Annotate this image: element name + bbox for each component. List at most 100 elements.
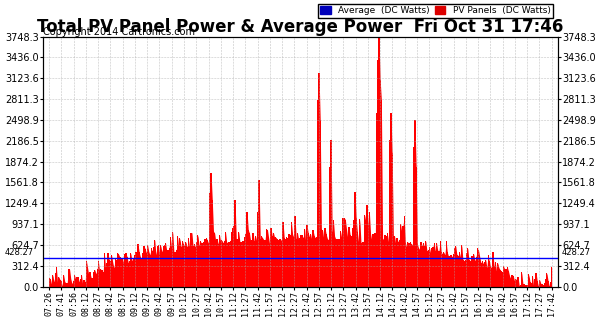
Bar: [221, 240, 223, 287]
Bar: [197, 235, 199, 287]
Bar: [185, 242, 187, 287]
Bar: [526, 285, 527, 287]
Bar: [410, 242, 411, 287]
Bar: [159, 254, 160, 287]
Bar: [259, 180, 260, 287]
Bar: [124, 254, 125, 287]
Bar: [248, 230, 249, 287]
Bar: [244, 236, 245, 287]
Bar: [365, 221, 367, 287]
Bar: [452, 257, 453, 287]
Bar: [398, 242, 399, 287]
Bar: [470, 261, 471, 287]
Bar: [161, 252, 163, 287]
Bar: [488, 255, 489, 287]
Bar: [269, 246, 271, 287]
Bar: [97, 269, 98, 287]
Bar: [409, 243, 410, 287]
Bar: [459, 252, 460, 287]
Bar: [550, 283, 551, 287]
Bar: [319, 73, 320, 287]
Bar: [253, 233, 254, 287]
Bar: [542, 285, 544, 287]
Bar: [214, 233, 215, 287]
Bar: [184, 246, 185, 287]
Bar: [535, 273, 536, 287]
Bar: [425, 241, 427, 287]
Bar: [344, 218, 345, 287]
Bar: [293, 237, 295, 287]
Bar: [551, 267, 552, 287]
Bar: [510, 279, 511, 287]
Bar: [113, 268, 115, 287]
Bar: [193, 246, 194, 287]
Bar: [357, 232, 358, 287]
Bar: [118, 254, 119, 287]
Bar: [128, 263, 129, 287]
Bar: [504, 270, 505, 287]
Bar: [196, 242, 197, 287]
Bar: [447, 252, 448, 287]
Bar: [315, 238, 316, 287]
Text: 428.27: 428.27: [562, 248, 591, 257]
Bar: [544, 283, 545, 287]
Bar: [203, 243, 205, 287]
Bar: [262, 238, 263, 287]
Bar: [547, 281, 548, 287]
Bar: [304, 229, 305, 287]
Bar: [155, 255, 157, 287]
Bar: [382, 238, 383, 287]
Bar: [362, 242, 363, 287]
Bar: [389, 140, 391, 287]
Bar: [457, 255, 458, 287]
Bar: [392, 153, 393, 287]
Bar: [407, 242, 409, 287]
Bar: [171, 247, 172, 287]
Bar: [352, 228, 353, 287]
Bar: [527, 285, 528, 287]
Bar: [463, 260, 464, 287]
Bar: [340, 231, 341, 287]
Bar: [327, 238, 328, 287]
Bar: [299, 238, 301, 287]
Bar: [49, 278, 50, 287]
Bar: [74, 275, 75, 287]
Bar: [368, 225, 369, 287]
Bar: [173, 252, 175, 287]
Bar: [50, 279, 51, 287]
Bar: [81, 275, 82, 287]
Bar: [287, 238, 289, 287]
Bar: [61, 281, 62, 287]
Bar: [442, 254, 443, 287]
Bar: [539, 280, 540, 287]
Bar: [386, 236, 387, 287]
Bar: [541, 284, 542, 287]
Bar: [285, 239, 286, 287]
Bar: [278, 240, 279, 287]
Bar: [51, 284, 52, 287]
Bar: [58, 276, 59, 287]
Bar: [413, 147, 415, 287]
Bar: [369, 212, 370, 287]
Bar: [91, 277, 92, 287]
Bar: [485, 260, 487, 287]
Bar: [311, 240, 313, 287]
Bar: [367, 205, 368, 287]
Bar: [92, 278, 93, 287]
Bar: [237, 239, 238, 287]
Bar: [160, 245, 161, 287]
Bar: [472, 256, 473, 287]
Bar: [509, 276, 510, 287]
Bar: [291, 222, 292, 287]
Bar: [238, 232, 239, 287]
Bar: [364, 215, 365, 287]
Bar: [189, 247, 190, 287]
Bar: [337, 239, 338, 287]
Bar: [65, 283, 67, 287]
Bar: [59, 280, 61, 287]
Bar: [143, 246, 145, 287]
Bar: [284, 238, 285, 287]
Bar: [341, 239, 343, 287]
Bar: [379, 36, 380, 287]
Bar: [141, 259, 142, 287]
